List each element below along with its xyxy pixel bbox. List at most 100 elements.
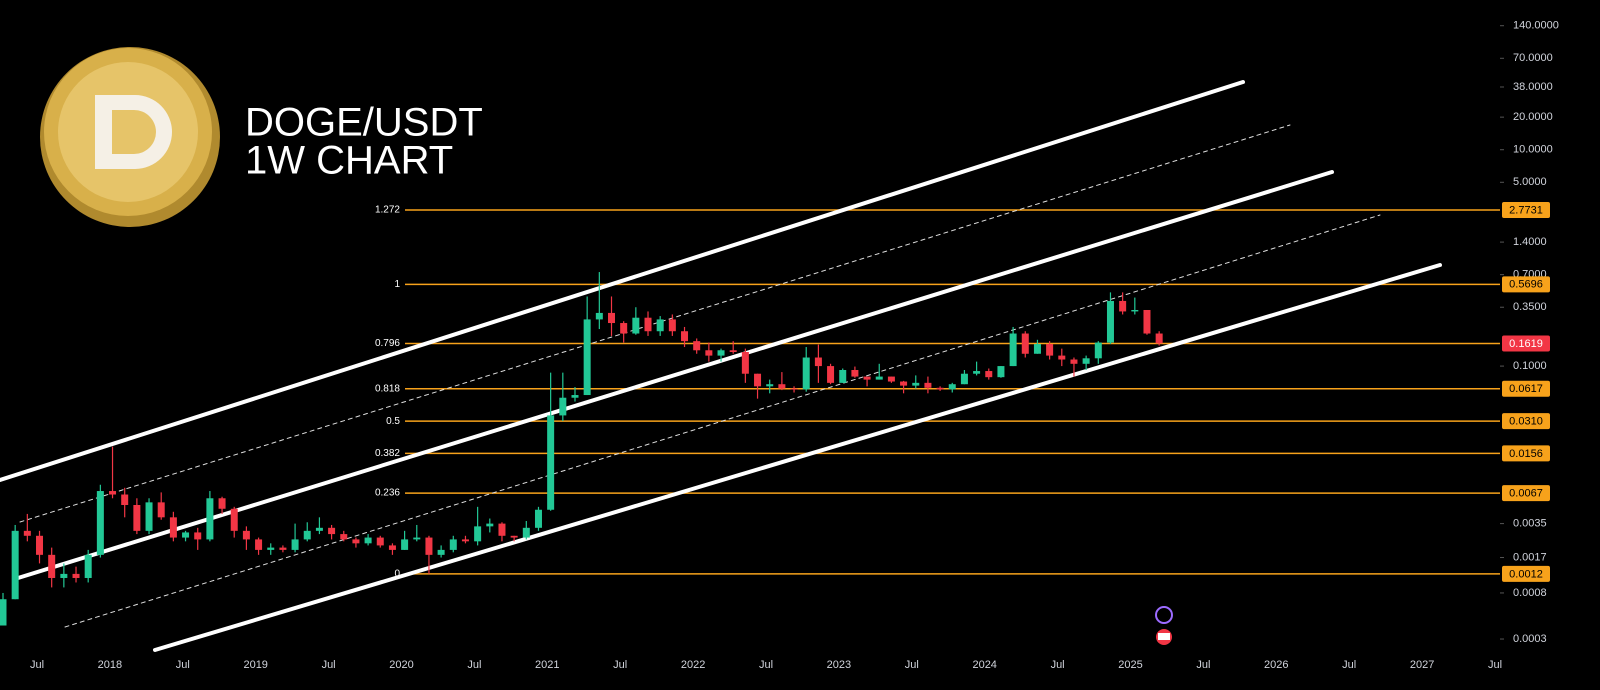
candle-body	[1033, 344, 1041, 354]
candle-body	[242, 530, 250, 540]
x-tick-label: Jul	[1051, 659, 1065, 671]
candle-body	[121, 494, 129, 505]
candle-body	[729, 350, 737, 352]
candle-body	[936, 387, 944, 390]
y-tick-label: 0.1000	[1513, 360, 1547, 372]
candles	[0, 272, 1163, 626]
chart-subtitle: 1W CHART	[245, 139, 453, 183]
candle-body	[522, 527, 530, 538]
fib-label: 0.818	[375, 383, 400, 394]
candle-body	[1094, 342, 1102, 359]
candle-body	[96, 491, 104, 555]
candle-body	[887, 376, 895, 382]
candle-body	[632, 317, 640, 334]
x-tick-label: Jul	[30, 659, 44, 671]
candle-body	[352, 539, 360, 544]
candle-body	[1070, 359, 1078, 364]
x-axis: Jul 2018 Jul 2019 Jul 2020 Jul 2021 Jul 2022 Jul 20…	[30, 659, 1502, 671]
fib-label: 0.382	[375, 448, 400, 459]
candle-body	[1021, 333, 1029, 354]
candle-body	[303, 530, 311, 540]
candle-body	[218, 498, 226, 509]
candle-body	[705, 350, 713, 356]
y-tick-label: 0.0003	[1513, 633, 1547, 645]
candle-body	[1058, 355, 1066, 360]
x-tick-label: 2025	[1118, 659, 1142, 671]
x-tick-label: Jul	[613, 659, 627, 671]
fib-label: 0.5	[386, 416, 400, 427]
x-tick-label: Jul	[322, 659, 336, 671]
candle-body	[449, 539, 457, 550]
candle-body	[620, 323, 628, 334]
x-tick-label: Jul	[1196, 659, 1210, 671]
candle-body	[1046, 344, 1054, 356]
y-tick-label: 140.0000	[1513, 20, 1559, 32]
fib-label: 1	[394, 279, 400, 290]
candle-body	[267, 547, 275, 550]
candle-body	[425, 537, 433, 555]
x-tick-label: Jul	[759, 659, 773, 671]
candle-body	[133, 504, 141, 531]
candle-body	[36, 535, 44, 555]
price-label: 0.5696	[1509, 279, 1543, 291]
y-tick-label: 0.0017	[1513, 551, 1547, 563]
chart-title: DOGE/USDT	[245, 101, 483, 145]
candle-body	[279, 547, 287, 550]
fib-label: 0.796	[375, 338, 400, 349]
price-label-box	[1502, 380, 1550, 397]
price-label-box	[1502, 413, 1550, 430]
candle-body	[814, 357, 822, 367]
price-label: 2.7731	[1509, 204, 1543, 216]
candle-body	[255, 539, 263, 550]
candle-body	[230, 508, 238, 531]
candle-body	[1106, 300, 1114, 343]
candle-body	[437, 549, 445, 555]
candle-body	[534, 509, 542, 528]
channel-line	[0, 80, 1245, 482]
channel-midline	[19, 124, 1291, 523]
candle-body	[559, 397, 567, 416]
candle-body	[912, 382, 920, 386]
x-tick-label: 2027	[1410, 659, 1434, 671]
candle-body	[1131, 309, 1139, 312]
candle-body	[0, 599, 7, 626]
x-tick-label: Jul	[467, 659, 481, 671]
candle-body	[413, 537, 421, 540]
candle-body	[510, 535, 518, 538]
icon	[1155, 606, 1173, 624]
candle-body	[741, 351, 749, 374]
candle-body	[48, 554, 56, 578]
candle-body	[376, 537, 384, 546]
price-label: 0.0617	[1509, 383, 1543, 395]
candle-body	[948, 384, 956, 390]
candle-body	[461, 539, 469, 542]
candle-body	[340, 534, 348, 540]
candle-body	[827, 366, 835, 383]
candle-body	[498, 523, 506, 536]
candle-body	[595, 312, 603, 320]
price-label-box	[1502, 201, 1550, 218]
candle-body	[1082, 358, 1090, 364]
candle-body	[766, 384, 774, 387]
fib-label: 1.272	[375, 205, 400, 216]
candle-body	[571, 395, 579, 398]
candle-body	[693, 341, 701, 351]
price-label: 0.0012	[1509, 568, 1543, 580]
candle-body	[924, 382, 932, 388]
fib-label: 0.236	[375, 488, 400, 499]
event-icons	[1155, 606, 1173, 645]
x-tick-label: 2020	[389, 659, 413, 671]
y-tick-label: 1.4000	[1513, 236, 1547, 248]
price-label: 0.0156	[1509, 448, 1543, 460]
price-label-box	[1502, 276, 1550, 293]
candle-body	[328, 527, 336, 535]
candle-body	[583, 319, 591, 396]
y-tick-label: 70.0000	[1513, 52, 1553, 64]
candle-body	[1155, 333, 1163, 344]
candle-body	[802, 357, 810, 390]
x-tick-label: 2018	[98, 659, 122, 671]
candle-body	[109, 491, 117, 495]
x-tick-label: 2021	[535, 659, 559, 671]
y-tick-label: 0.3500	[1513, 301, 1547, 313]
